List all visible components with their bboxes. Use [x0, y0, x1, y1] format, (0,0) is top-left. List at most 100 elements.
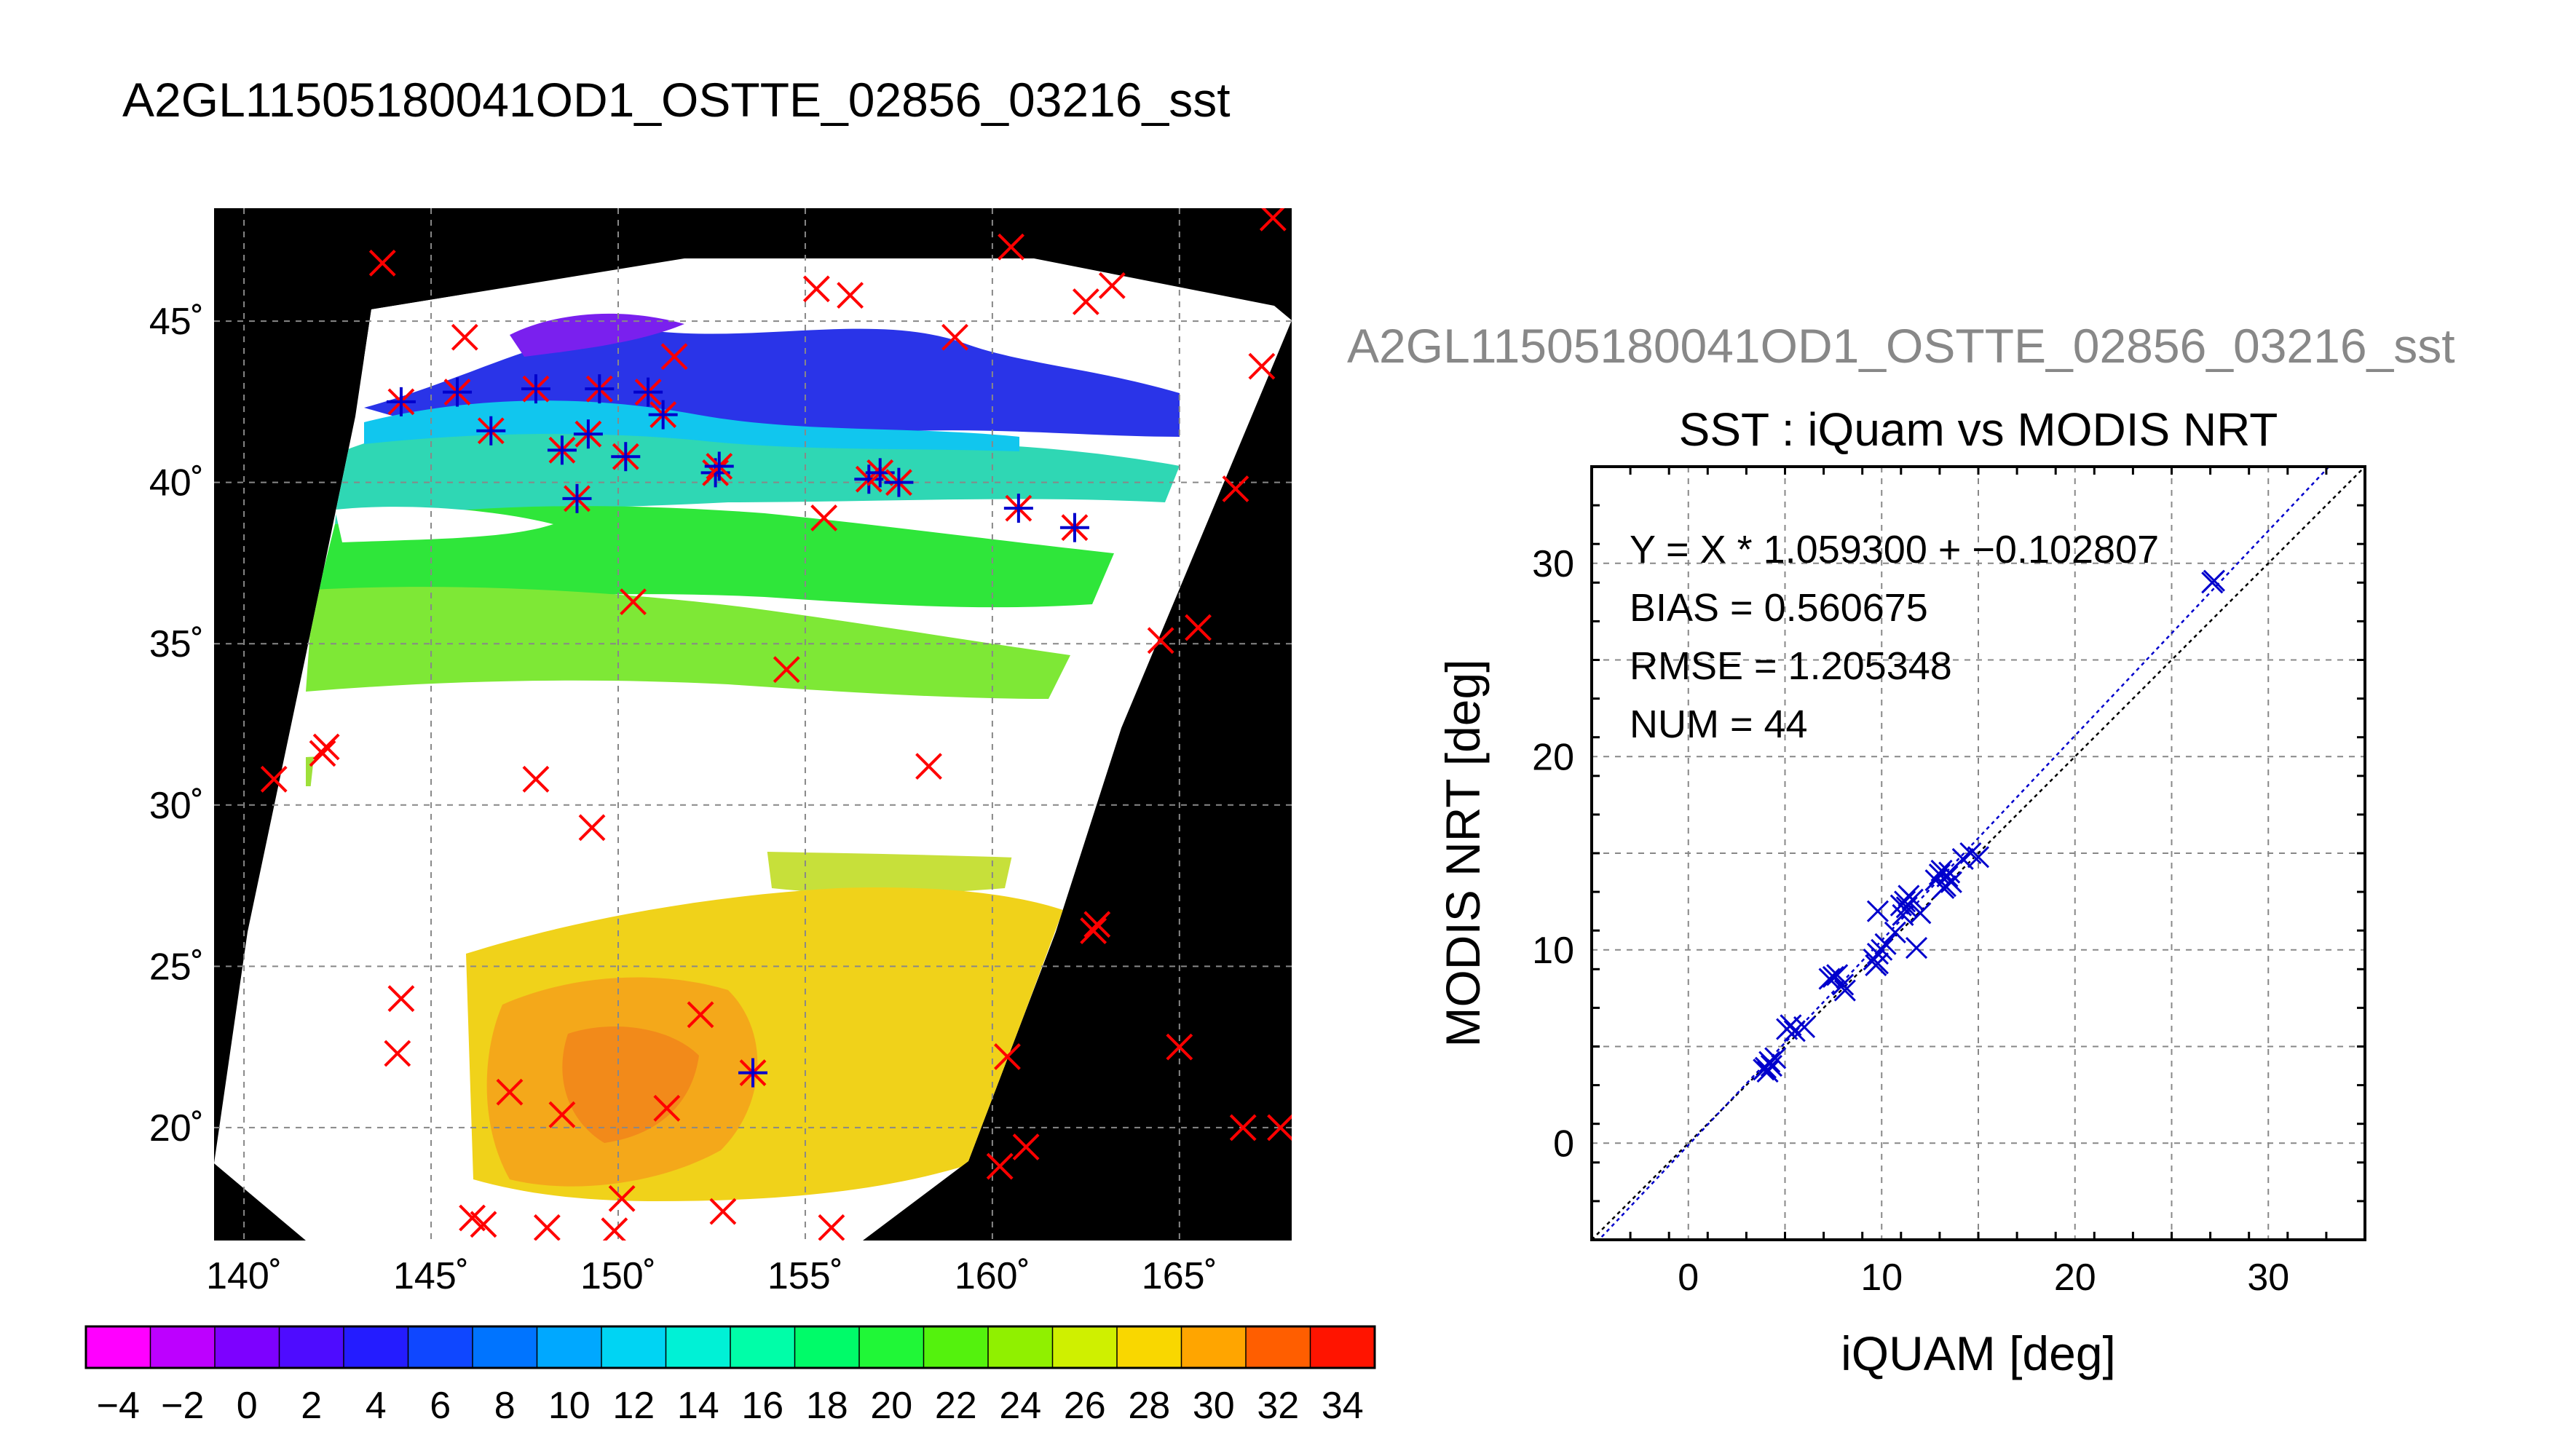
colorbar-tick-label: −2	[161, 1385, 204, 1427]
colorbar-frame	[84, 1325, 1376, 1369]
colorbar-cell	[858, 1326, 925, 1369]
scatter-point	[1793, 1016, 1816, 1039]
scatter-point	[1940, 871, 1962, 893]
scatter-annotation: RMSE = 1.205348	[1630, 644, 1952, 688]
map-match-marker	[620, 588, 647, 616]
map-match-marker	[802, 275, 830, 303]
map-used-marker	[476, 416, 506, 446]
map-lon-tick-label: 160˚	[955, 1255, 1030, 1297]
colorbar-cell	[149, 1326, 216, 1369]
cloud-north	[364, 293, 553, 364]
colorbar-cell	[343, 1326, 409, 1369]
map-used-marker	[443, 377, 473, 407]
scatter-point	[1760, 1054, 1782, 1077]
colorbar-tick-label: 4	[366, 1385, 387, 1427]
sst-band-purple	[510, 313, 684, 357]
sst-band-orange-deep	[562, 1026, 699, 1143]
colorbar-tick-label: 32	[1257, 1385, 1299, 1427]
scatter-y-tick-label: 20	[1532, 736, 1574, 778]
map-match-marker	[1229, 1114, 1257, 1142]
scatter-plot: SST : iQuam vs MODIS NRT 0 10 20 300102030 …	[1436, 403, 2366, 1380]
map-match-marker	[941, 323, 968, 351]
map-match-marker	[260, 765, 288, 793]
map-markers	[260, 208, 1292, 1241]
map-match-marker	[1166, 1033, 1193, 1061]
colorbar-cell	[730, 1326, 796, 1369]
colorbar-cell	[472, 1326, 538, 1369]
scatter-point	[1826, 964, 1849, 986]
map-match-marker	[601, 1217, 628, 1241]
map-lon-tick-label: 155˚	[767, 1255, 843, 1297]
colorbar-cells	[85, 1326, 1376, 1369]
scatter-point	[1934, 875, 1956, 898]
map-used-marker	[633, 377, 663, 407]
scatter-point	[1884, 921, 1906, 943]
map-used-marker	[1059, 513, 1089, 542]
map-used-marker	[573, 419, 603, 449]
sst-band-cyan-edge	[364, 400, 1019, 451]
map-match-marker	[687, 1001, 714, 1029]
map-match-marker	[368, 249, 396, 277]
map-match-marker	[1185, 614, 1212, 641]
map-match-marker	[470, 1211, 497, 1238]
colorbar-cell	[1180, 1326, 1247, 1369]
sst-band-teal	[335, 415, 1180, 524]
map-match-marker	[1072, 288, 1099, 315]
map-lat-tick-label: 25˚	[149, 946, 204, 988]
map-match-marker	[915, 753, 942, 780]
scatter-x-tick-label: 0	[1678, 1257, 1699, 1299]
map-lon-tick-label: 165˚	[1142, 1255, 1217, 1297]
map-match-marker	[986, 1152, 1014, 1180]
scatter-annotation: NUM = 44	[1630, 703, 1808, 746]
colorbar-cell	[1309, 1326, 1376, 1369]
colorbar-cell	[407, 1326, 474, 1369]
scatter-y-axis-label: MODIS NRT [deg]	[1436, 659, 1490, 1047]
map-match-marker	[837, 282, 864, 309]
map-match-marker	[660, 343, 688, 371]
map-match-marker	[1147, 627, 1174, 654]
map-lat-tick-label: 35˚	[149, 623, 204, 665]
map-used-marker	[611, 442, 641, 472]
map-used-marker	[547, 435, 577, 465]
sst-field	[306, 293, 1180, 1201]
map-lat-tick-label: 30˚	[149, 785, 204, 827]
scatter-point	[1764, 1047, 1787, 1069]
colorbar-cell	[536, 1326, 603, 1369]
map-match-marker	[653, 1094, 681, 1122]
map-match-marker	[994, 1043, 1021, 1070]
colorbar-tick-label: 12	[612, 1385, 655, 1427]
map-match-marker	[998, 233, 1024, 261]
map-match-marker	[1098, 272, 1126, 299]
scatter-annotation: BIAS = 0.560675	[1630, 586, 1928, 630]
scatter-point	[1866, 900, 1889, 922]
scatter-identity-line	[1592, 467, 2365, 1240]
map-lon-tick-label: 145˚	[393, 1255, 469, 1297]
map-lon-tick-label: 150˚	[580, 1255, 656, 1297]
scatter-ticks: 0 10 20 30 0 10 20 30	[1532, 465, 2366, 1299]
colorbar-cell	[214, 1326, 280, 1369]
sst-colorbar: −4 −2 0 2 4 6 8 10 12 14 16 18 20 22 24 26 28 30 32 34	[84, 1325, 1376, 1427]
scatter-y-tick-label: 30	[1532, 543, 1574, 585]
scatter-lines	[1592, 467, 2365, 1240]
map-used-marker	[648, 400, 678, 430]
colorbar-tick-label: 20	[870, 1385, 912, 1427]
cloud-central	[306, 692, 1092, 859]
map-used-marker	[521, 374, 550, 404]
colorbar-tick-label: 18	[806, 1385, 848, 1427]
colorbar-tick-label: 22	[935, 1385, 977, 1427]
scatter-point	[1892, 903, 1914, 927]
scatter-point	[1951, 847, 1974, 871]
scatter-point	[1776, 1018, 1798, 1040]
map-match-marker	[1248, 352, 1276, 380]
map-gridlines	[214, 208, 1292, 1241]
scatter-point	[1909, 902, 1932, 925]
scatter-gridlines	[1592, 467, 2365, 1240]
map-longitude-labels: 140˚ 145˚ 150˚ 155˚ 160˚ 165˚	[206, 1255, 1217, 1297]
scatter-point	[2203, 569, 2225, 592]
colorbar-tick-label: 6	[430, 1385, 451, 1427]
scatter-y-tick-label: 10	[1532, 930, 1574, 972]
map-match-marker	[1080, 917, 1107, 945]
scatter-points	[1753, 569, 2225, 1083]
colorbar-tick-label: 8	[494, 1385, 516, 1427]
